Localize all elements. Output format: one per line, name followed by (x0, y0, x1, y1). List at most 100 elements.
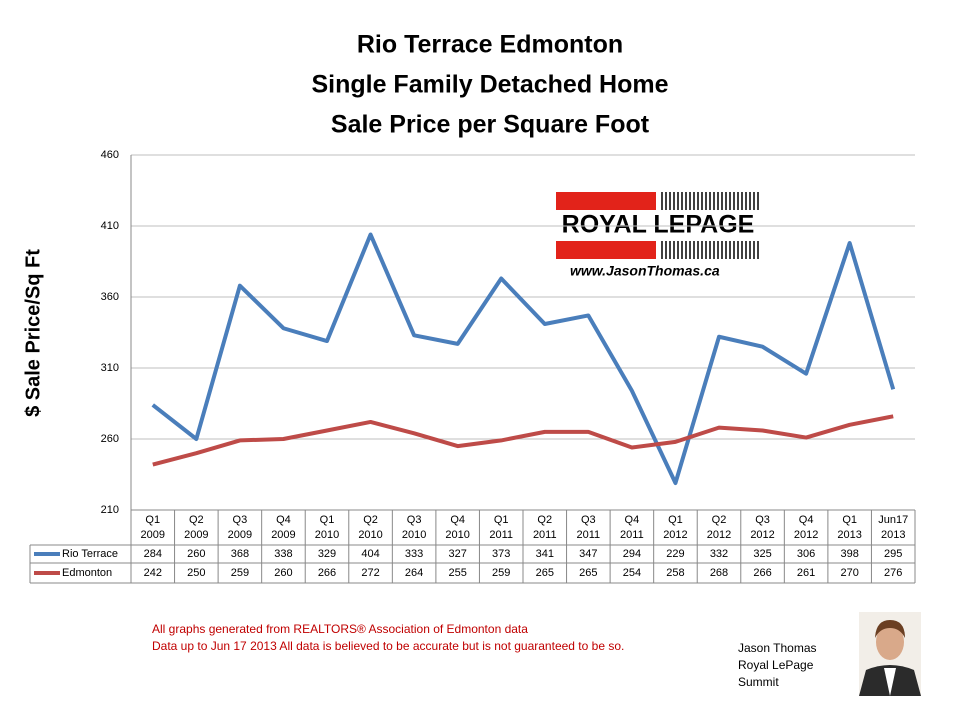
table-value: 294 (623, 548, 641, 560)
table-value: 284 (144, 548, 162, 560)
x-tick-label: Q2 (189, 514, 204, 526)
x-tick-label: Q1 (842, 514, 857, 526)
table-value: 404 (361, 548, 379, 560)
footnote: All graphs generated from REALTORS® Asso… (152, 622, 624, 653)
x-tick-label: Jun17 (878, 514, 908, 526)
y-tick-label: 460 (101, 149, 119, 161)
table-value: 264 (405, 567, 423, 579)
x-tick-label: 2012 (663, 529, 687, 541)
x-tick-label: Q3 (755, 514, 770, 526)
x-tick-label: Q4 (450, 514, 465, 526)
logo-stripes (661, 192, 759, 259)
photo-hair (875, 620, 905, 638)
table-value: 242 (144, 567, 162, 579)
x-tick-label: Q4 (625, 514, 640, 526)
table-value: 265 (579, 567, 597, 579)
agent-photo (859, 612, 921, 696)
table-value: 250 (187, 567, 205, 579)
logo-bar (556, 192, 656, 210)
table-value: 347 (579, 548, 597, 560)
x-tick-label: 2011 (533, 529, 557, 541)
table-value: 258 (666, 567, 684, 579)
x-tick-label: 2013 (881, 529, 905, 541)
x-tick-label: Q4 (276, 514, 291, 526)
table-value: 254 (623, 567, 641, 579)
x-tick-label: 2012 (707, 529, 731, 541)
table-value: 333 (405, 548, 423, 560)
table-value: 255 (448, 567, 466, 579)
table-value: 306 (797, 548, 815, 560)
legend-label: Rio Terrace (62, 548, 118, 560)
y-tick-label: 310 (101, 362, 119, 374)
legend-label: Edmonton (62, 567, 112, 579)
table-value: 327 (448, 548, 466, 560)
x-tick-label: 2011 (489, 529, 513, 541)
y-tick-label: 360 (101, 291, 119, 303)
x-tick-label: 2010 (402, 529, 426, 541)
table-value: 295 (884, 548, 902, 560)
x-tick-label: 2009 (228, 529, 252, 541)
x-tick-label: 2011 (577, 529, 601, 541)
logo-bar (556, 241, 656, 259)
x-tick-label: Q1 (320, 514, 335, 526)
x-tick-label: Q3 (233, 514, 248, 526)
x-tick-label: Q1 (145, 514, 160, 526)
photo-shirt (884, 668, 896, 696)
table-value: 268 (710, 567, 728, 579)
table-value: 329 (318, 548, 336, 560)
y-axis-label: $ Sale Price/Sq Ft (22, 249, 44, 417)
table-value: 338 (274, 548, 292, 560)
x-tick-label: 2010 (358, 529, 382, 541)
table-value: 261 (797, 567, 815, 579)
table-value: 270 (840, 567, 858, 579)
table-value: 276 (884, 567, 902, 579)
table-value: 265 (536, 567, 554, 579)
logo-url: www.JasonThomas.ca (570, 263, 720, 279)
table-value: 259 (231, 567, 249, 579)
agent: Jason Thomas Royal LePage Summit (738, 641, 817, 689)
x-tick-label: Q1 (668, 514, 683, 526)
series-line (151, 232, 896, 486)
table-value: 341 (536, 548, 554, 560)
agent-line: Summit (738, 675, 779, 689)
logo-brand: ROYAL LEPAGE (562, 211, 755, 239)
x-tick-label: 2009 (184, 529, 208, 541)
title-line: Sale Price per Square Foot (331, 111, 650, 139)
x-tick-label: Q3 (581, 514, 596, 526)
table-value: 266 (318, 567, 336, 579)
table-value: 259 (492, 567, 510, 579)
x-tick-label: Q2 (537, 514, 552, 526)
y-tick-label: 210 (101, 504, 119, 516)
footnote-line: All graphs generated from REALTORS® Asso… (152, 622, 528, 636)
series-line (152, 414, 894, 467)
y-tick-label: 260 (101, 433, 119, 445)
table-value: 398 (840, 548, 858, 560)
title-line: Rio Terrace Edmonton (357, 31, 623, 59)
x-tick-label: 2011 (620, 529, 644, 541)
x-tick-label: 2013 (837, 529, 861, 541)
x-tick-label: 2010 (315, 529, 339, 541)
table-value: 260 (187, 548, 205, 560)
agent-line: Royal LePage (738, 658, 814, 672)
x-tick-label: Q1 (494, 514, 509, 526)
table-value: 229 (666, 548, 684, 560)
agent-line: Jason Thomas (738, 641, 817, 655)
x-tick-label: 2009 (271, 529, 295, 541)
x-tick-label: Q4 (799, 514, 814, 526)
photo-face (876, 624, 904, 660)
x-tick-label: 2012 (750, 529, 774, 541)
title-line: Single Family Detached Home (311, 71, 668, 99)
footnote-line: Data up to Jun 17 2013 All data is belie… (152, 639, 624, 653)
table-value: 260 (274, 567, 292, 579)
x-tick-label: 2012 (794, 529, 818, 541)
logo: ROYAL LEPAGE www.JasonThomas.ca (556, 192, 759, 279)
table-value: 266 (753, 567, 771, 579)
x-tick-label: 2009 (141, 529, 165, 541)
table-value: 325 (753, 548, 771, 560)
x-tick-label: Q2 (712, 514, 727, 526)
table-value: 272 (361, 567, 379, 579)
x-tick-label: 2010 (445, 529, 469, 541)
x-tick-label: Q3 (407, 514, 422, 526)
y-tick-label: 410 (101, 220, 119, 232)
